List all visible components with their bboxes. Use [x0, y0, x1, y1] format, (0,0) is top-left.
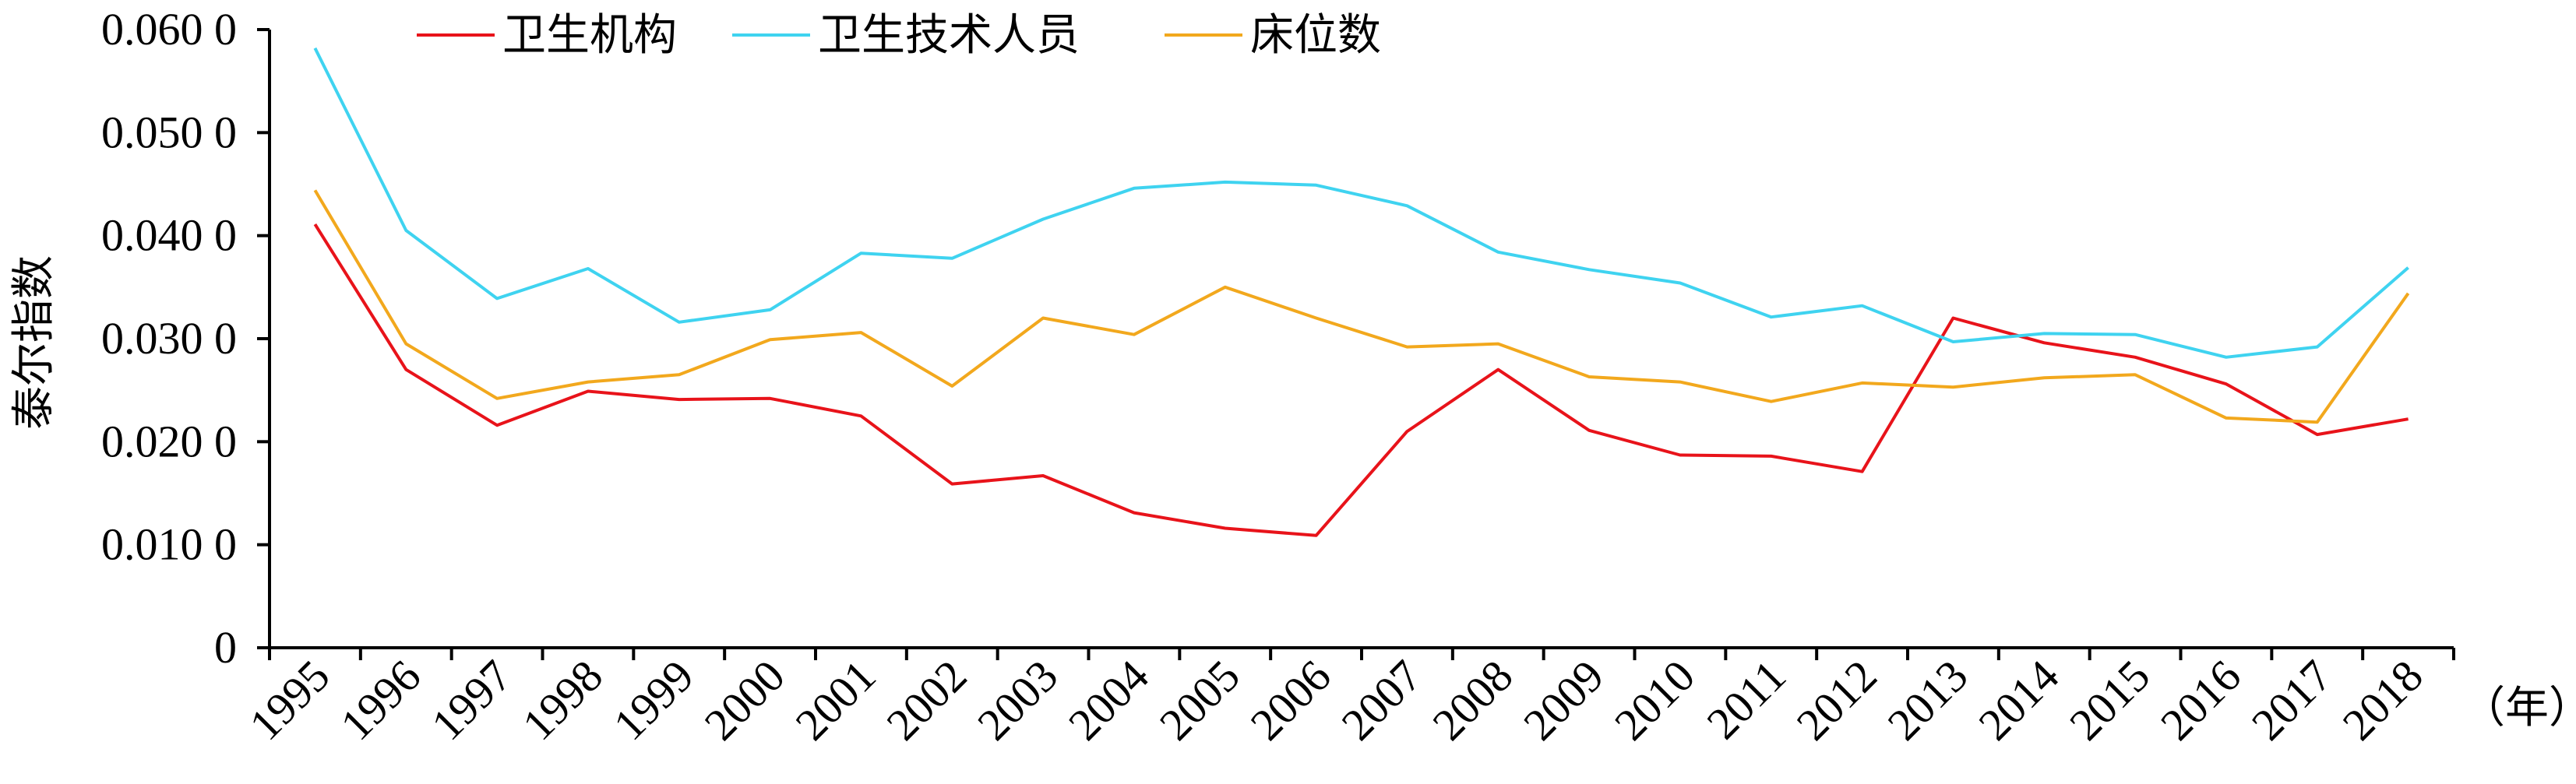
x-tick-label: 2012: [1787, 650, 1887, 750]
series-line-3: [313, 189, 2410, 424]
x-tick-label: 1999: [604, 650, 703, 750]
y-tick-label: 0.010 0: [101, 519, 237, 570]
y-tick-label: 0.020 0: [101, 416, 237, 466]
y-axis-title: 泰尔指数: [9, 255, 59, 430]
legend-label-2: 卫生技术人员: [818, 10, 1080, 61]
x-tick-label: 2016: [2151, 650, 2250, 750]
y-tick-label: 0.050 0: [101, 107, 237, 157]
x-tick-label: 2013: [1878, 650, 1978, 750]
x-tick-label: 2005: [1150, 650, 1249, 750]
x-tick-label: 1997: [421, 650, 521, 750]
series-lines: [313, 47, 2410, 537]
x-axis-unit-label: （年）: [2461, 683, 2576, 733]
x-tick-label: 2006: [1241, 650, 1341, 750]
x-tick-label: 2000: [695, 650, 795, 750]
legend-label-3: 床位数: [1250, 10, 1381, 61]
x-tick-label: 2003: [967, 650, 1067, 750]
y-tick-label: 0.030 0: [101, 313, 237, 364]
x-tick-label: 2011: [1697, 650, 1795, 748]
y-tick-label: 0.040 0: [101, 210, 237, 261]
x-tick-label: 2001: [786, 650, 886, 750]
series-line-2: [313, 47, 2409, 359]
x-tick-label: 2008: [1422, 650, 1522, 750]
y-tick-label: 0: [214, 622, 237, 673]
x-tick-label: 2017: [2242, 650, 2342, 750]
series-line-1: [313, 223, 2409, 537]
x-tick-label: 1995: [240, 650, 340, 750]
x-tick-label: 2018: [2333, 650, 2433, 750]
y-axis: 0 0.010 0 0.020 0 0.030 0 0.040 0 0.050 0 0.06…: [101, 4, 271, 673]
legend-label-1: 卫生机构: [502, 10, 677, 61]
x-tick-label: 1996: [330, 650, 430, 750]
x-tick-label: 2015: [2060, 650, 2159, 750]
x-tick-label: 2010: [1605, 650, 1704, 750]
x-tick-label: 1998: [513, 650, 612, 750]
x-tick-label: 2004: [1059, 650, 1158, 750]
x-tick-label: 2007: [1332, 650, 1432, 750]
x-tick-label: 2009: [1514, 650, 1613, 750]
x-tick-label: 2014: [1968, 650, 2068, 750]
x-axis: 1995199619971998199920002001200220032004…: [240, 646, 2455, 750]
legend: 卫生机构 卫生技术人员 床位数: [417, 10, 1381, 61]
x-tick-label: 2002: [876, 650, 976, 750]
y-tick-label: 0.060 0: [101, 4, 237, 54]
